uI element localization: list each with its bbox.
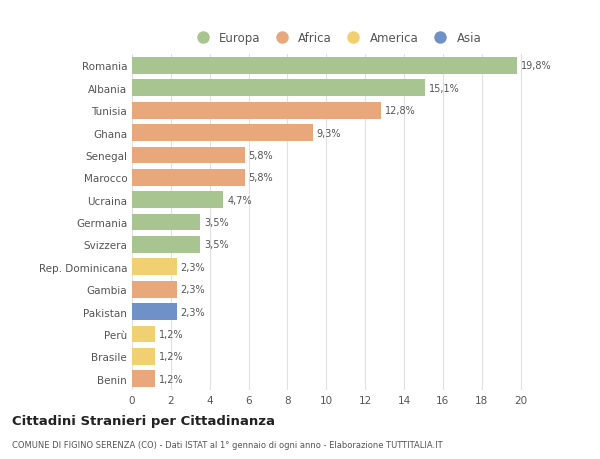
- Bar: [132, 348, 155, 365]
- Text: 4,7%: 4,7%: [227, 195, 252, 205]
- Text: 1,2%: 1,2%: [159, 329, 184, 339]
- Text: 19,8%: 19,8%: [521, 61, 551, 71]
- Bar: [132, 370, 155, 387]
- Text: COMUNE DI FIGINO SERENZA (CO) - Dati ISTAT al 1° gennaio di ogni anno - Elaboraz: COMUNE DI FIGINO SERENZA (CO) - Dati IST…: [12, 441, 443, 449]
- Bar: [132, 326, 155, 343]
- Text: 2,3%: 2,3%: [181, 262, 205, 272]
- Legend: Europa, Africa, America, Asia: Europa, Africa, America, Asia: [186, 28, 486, 50]
- Bar: [132, 102, 380, 119]
- Bar: [132, 125, 313, 142]
- Text: 12,8%: 12,8%: [385, 106, 415, 116]
- Text: 5,8%: 5,8%: [248, 151, 273, 161]
- Text: 2,3%: 2,3%: [181, 285, 205, 295]
- Bar: [132, 169, 245, 186]
- Bar: [132, 214, 200, 231]
- Text: Cittadini Stranieri per Cittadinanza: Cittadini Stranieri per Cittadinanza: [12, 414, 275, 428]
- Bar: [132, 58, 517, 75]
- Text: 5,8%: 5,8%: [248, 173, 273, 183]
- Bar: [132, 303, 176, 320]
- Text: 9,3%: 9,3%: [317, 128, 341, 138]
- Text: 1,2%: 1,2%: [159, 352, 184, 362]
- Bar: [132, 80, 425, 97]
- Bar: [132, 147, 245, 164]
- Text: 3,5%: 3,5%: [204, 240, 229, 250]
- Bar: [132, 236, 200, 253]
- Text: 1,2%: 1,2%: [159, 374, 184, 384]
- Bar: [132, 259, 176, 276]
- Text: 2,3%: 2,3%: [181, 307, 205, 317]
- Bar: [132, 192, 223, 209]
- Text: 3,5%: 3,5%: [204, 218, 229, 228]
- Text: 15,1%: 15,1%: [429, 84, 460, 94]
- Bar: [132, 281, 176, 298]
